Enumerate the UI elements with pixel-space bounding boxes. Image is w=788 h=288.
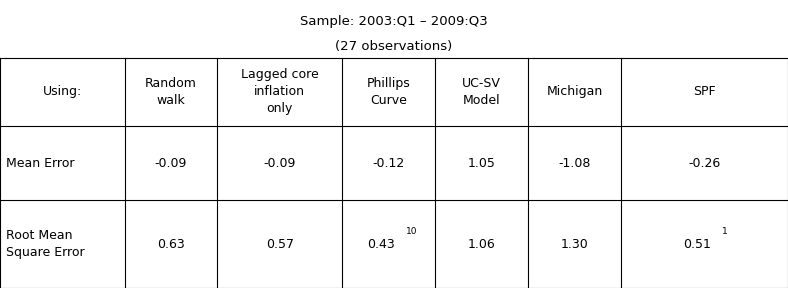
Text: -0.09: -0.09 (263, 156, 296, 170)
Text: Root Mean
Square Error: Root Mean Square Error (6, 229, 84, 259)
Text: -0.12: -0.12 (373, 156, 404, 170)
Text: Using:: Using: (43, 85, 82, 98)
Text: Michigan: Michigan (546, 85, 603, 98)
Text: Sample: 2003:Q1 – 2009:Q3: Sample: 2003:Q1 – 2009:Q3 (300, 15, 488, 28)
Text: -0.26: -0.26 (689, 156, 720, 170)
Text: 1.05: 1.05 (467, 156, 496, 170)
Text: 1.06: 1.06 (467, 238, 496, 251)
Text: 0.51: 0.51 (682, 238, 711, 251)
Text: 0.63: 0.63 (157, 238, 185, 251)
Text: 10: 10 (406, 227, 418, 236)
Text: Phillips
Curve: Phillips Curve (366, 77, 411, 107)
Text: Lagged core
inflation
only: Lagged core inflation only (241, 68, 318, 115)
Text: (27 observations): (27 observations) (336, 39, 452, 53)
Text: Random
walk: Random walk (145, 77, 197, 107)
Text: 0.43: 0.43 (366, 238, 395, 251)
Text: 1: 1 (722, 227, 727, 236)
Text: -1.08: -1.08 (558, 156, 591, 170)
Text: 0.57: 0.57 (266, 238, 294, 251)
Text: -0.09: -0.09 (154, 156, 188, 170)
Text: SPF: SPF (693, 85, 716, 98)
Text: 1.30: 1.30 (560, 238, 589, 251)
Text: Mean Error: Mean Error (6, 156, 74, 170)
Text: UC-SV
Model: UC-SV Model (462, 77, 501, 107)
